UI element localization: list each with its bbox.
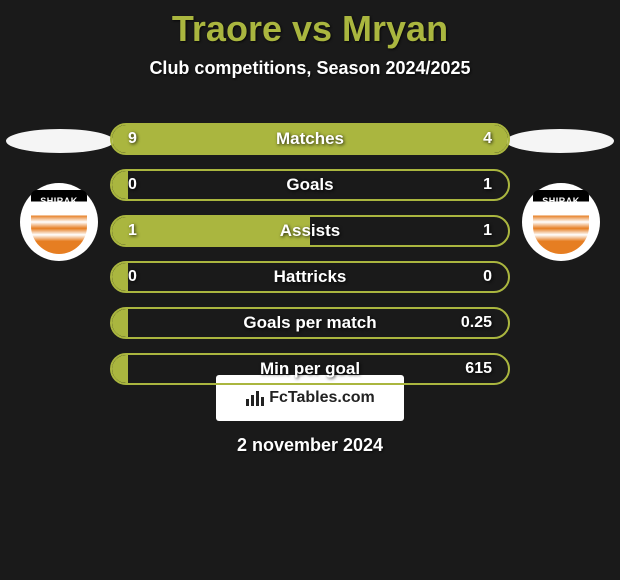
page-title: Traore vs Mryan <box>0 8 620 50</box>
club-shield-icon: SHIRAK <box>533 190 589 254</box>
stat-value-right: 1 <box>483 176 492 194</box>
stat-label: Goals <box>112 175 508 195</box>
stat-label: Goals per match <box>112 313 508 333</box>
comparison-widget: Traore vs Mryan Club competitions, Seaso… <box>0 0 620 456</box>
club-badge-circle: SHIRAK <box>20 183 98 261</box>
stat-row: 0Hattricks0 <box>110 261 510 293</box>
club-badge-label-left: SHIRAK <box>31 196 87 206</box>
stat-label: Assists <box>112 221 508 241</box>
club-shield-icon: SHIRAK <box>31 190 87 254</box>
stat-value-right: 0.25 <box>461 314 492 332</box>
comparison-content: SHIRAK SHIRAK 9Matches40Goals11Assists10… <box>0 101 620 361</box>
stat-bars: 9Matches40Goals11Assists10Hattricks0Goal… <box>110 123 510 399</box>
player-placeholder-right <box>506 129 614 153</box>
player-placeholder-left <box>6 129 114 153</box>
stat-row: Goals per match0.25 <box>110 307 510 339</box>
club-badge-label-right: SHIRAK <box>533 196 589 206</box>
footer-date: 2 november 2024 <box>0 435 620 456</box>
stat-value-right: 4 <box>483 130 492 148</box>
stat-row: 0Goals1 <box>110 169 510 201</box>
stat-label: Hattricks <box>112 267 508 287</box>
stat-label: Min per goal <box>112 359 508 379</box>
stat-row: Min per goal615 <box>110 353 510 385</box>
club-badge-left: SHIRAK <box>20 183 98 261</box>
club-badge-circle: SHIRAK <box>522 183 600 261</box>
stat-value-right: 1 <box>483 222 492 240</box>
subtitle: Club competitions, Season 2024/2025 <box>0 58 620 79</box>
club-badge-right: SHIRAK <box>522 183 600 261</box>
stat-row: 1Assists1 <box>110 215 510 247</box>
stat-value-right: 0 <box>483 268 492 286</box>
stat-label: Matches <box>112 129 508 149</box>
stat-row: 9Matches4 <box>110 123 510 155</box>
stat-value-right: 615 <box>465 360 492 378</box>
